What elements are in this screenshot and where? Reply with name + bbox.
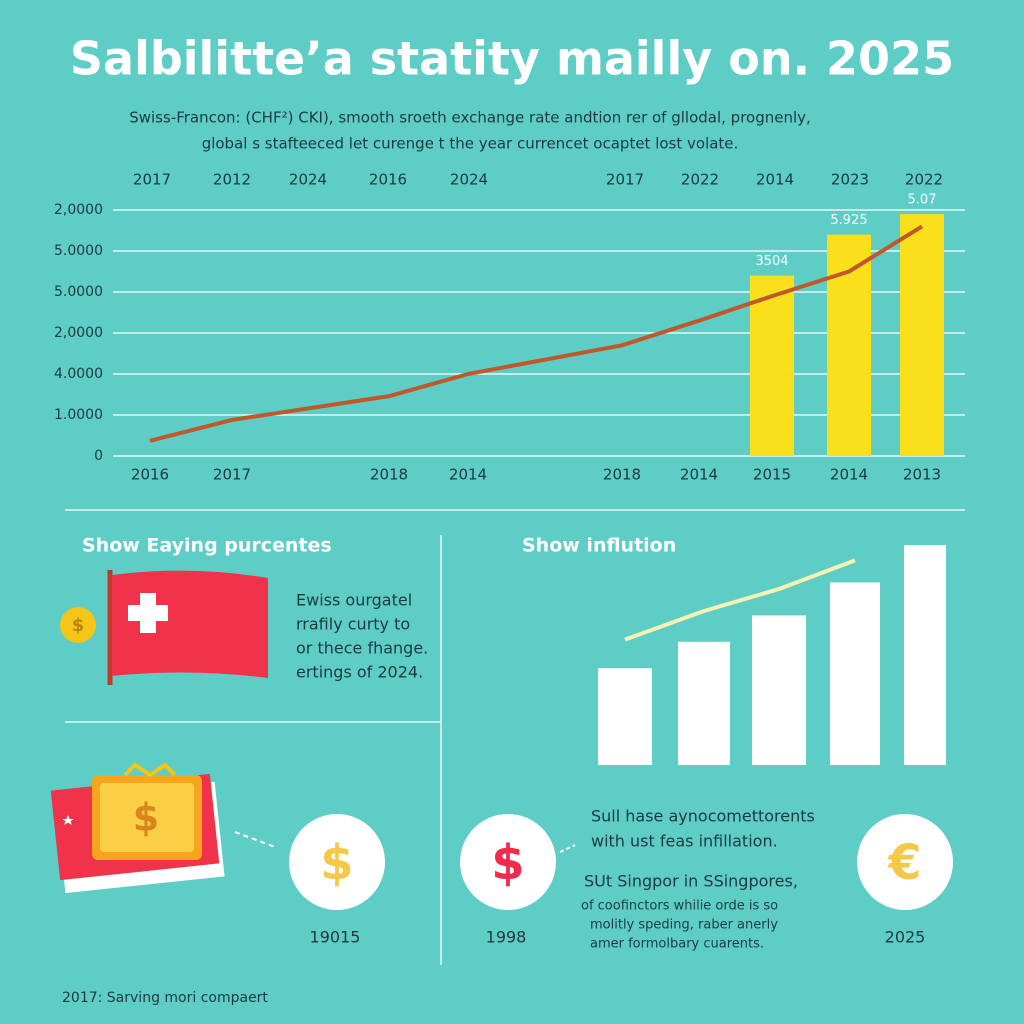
top-label: 2016 <box>369 171 407 189</box>
x-tick-label: 2017 <box>213 466 251 484</box>
x-tick-label: 2018 <box>370 466 408 484</box>
icon-circle <box>460 814 556 910</box>
title: Salbilitte’a statity mailly on. 2025 <box>70 32 954 86</box>
top-label: 2022 <box>681 171 719 189</box>
bar-label: 5.925 <box>830 213 867 228</box>
top-label: 2012 <box>213 171 251 189</box>
panel-text: SUt Singpor in SSingpores, <box>584 872 798 891</box>
x-tick-label: 2014 <box>830 466 868 484</box>
y-tick-label: 5.0000 <box>54 284 103 300</box>
coin <box>60 607 96 643</box>
y-tick-label: 5.0000 <box>54 243 103 259</box>
icon-circle <box>289 814 385 910</box>
bar <box>900 214 944 456</box>
icon-circle <box>857 814 953 910</box>
top-label: 2024 <box>289 171 327 189</box>
x-tick-label: 2016 <box>131 466 169 484</box>
bar <box>904 545 946 765</box>
top-label: 2023 <box>831 171 869 189</box>
panel-text: Ewiss ourgatel <box>296 591 412 610</box>
icon-caption: 19015 <box>310 928 361 947</box>
bar <box>827 234 871 456</box>
bar <box>752 615 806 765</box>
footer: 2017: Sarving mori compaert <box>62 990 268 1006</box>
panel-text: of coofinctors whilie orde is so <box>581 899 778 914</box>
panel-heading: Show Eaying purcentes <box>82 535 332 557</box>
icon-caption: 1998 <box>486 928 527 947</box>
bar <box>830 582 880 765</box>
panel-text: with ust feas infillation. <box>591 832 778 851</box>
top-label: 2024 <box>450 171 488 189</box>
arrow <box>559 844 576 853</box>
subtitle: Swiss-Francon: (CHF²) CKI), smooth sroet… <box>129 109 811 127</box>
top-label: 2022 <box>905 171 943 189</box>
top-label: 2017 <box>133 171 171 189</box>
x-tick-label: 2015 <box>753 466 791 484</box>
x-tick-label: 2018 <box>603 466 641 484</box>
subtitle: global s stafteeced let curenge t the ye… <box>202 135 739 153</box>
y-tick-label: 2,0000 <box>54 202 103 218</box>
panel-text: rrafily curty to <box>296 615 410 634</box>
money-symbol: $ <box>133 796 159 840</box>
y-tick-label: 0 <box>94 448 103 464</box>
panel-text: molitly speding, raber anerly <box>590 918 778 933</box>
bar <box>750 275 794 456</box>
bar-label: 3504 <box>755 254 788 269</box>
line <box>149 224 924 443</box>
y-tick-label: 2,0000 <box>54 325 103 341</box>
y-tick-label: 4.0000 <box>54 366 103 382</box>
bar-label: 5.07 <box>908 193 937 208</box>
icon-symbol: $ <box>320 835 353 891</box>
icon-symbol: $ <box>491 835 524 891</box>
panel-text: Sull hase aynocomettorents <box>591 807 815 826</box>
money-graphic <box>50 762 225 894</box>
top-label: 2014 <box>756 171 794 189</box>
x-tick-label: 2014 <box>680 466 718 484</box>
x-tick-label: 2014 <box>449 466 487 484</box>
coin-symbol: $ <box>72 615 85 636</box>
panel-text: or thece fhange. <box>296 639 428 658</box>
panel-text: amer formolbary cuarents. <box>590 937 764 952</box>
bar <box>598 668 652 765</box>
icon-symbol: € <box>887 835 921 891</box>
icon-caption: 2025 <box>885 928 926 947</box>
arrow <box>234 831 276 848</box>
panel-text: ertings of 2024. <box>296 663 423 682</box>
y-tick-label: 1.0000 <box>54 407 103 423</box>
flag <box>107 570 268 685</box>
x-tick-label: 2013 <box>903 466 941 484</box>
top-label: 2017 <box>606 171 644 189</box>
bar <box>678 641 730 765</box>
panel-heading: Show inflution <box>522 535 676 557</box>
line <box>624 558 856 642</box>
